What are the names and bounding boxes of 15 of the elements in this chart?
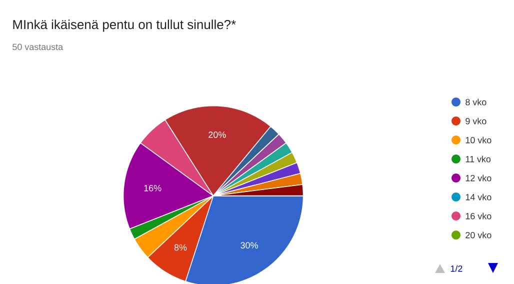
data-label: 8% [174,244,187,251]
legend-label: 14 vko [466,194,492,200]
legend-label: 20 vko [466,232,492,238]
legend-label: 9 vko [466,118,486,124]
data-label: 20% [208,132,226,138]
data-label: 30% [240,242,258,248]
legend-label: 11 vko [466,156,491,162]
data-label: 16% [144,184,162,192]
text: 1/2 [450,265,462,272]
text: 50 vastausta [12,44,64,50]
legend-label: 16 vko [466,212,492,220]
legend-label: 10 vko [466,136,492,144]
legend-label: 8 vko [466,98,486,106]
legend-label: 12 vko [466,174,492,182]
chart-title: MInkä ikäisenä pentu on tullut sinulle?* [13,20,236,32]
